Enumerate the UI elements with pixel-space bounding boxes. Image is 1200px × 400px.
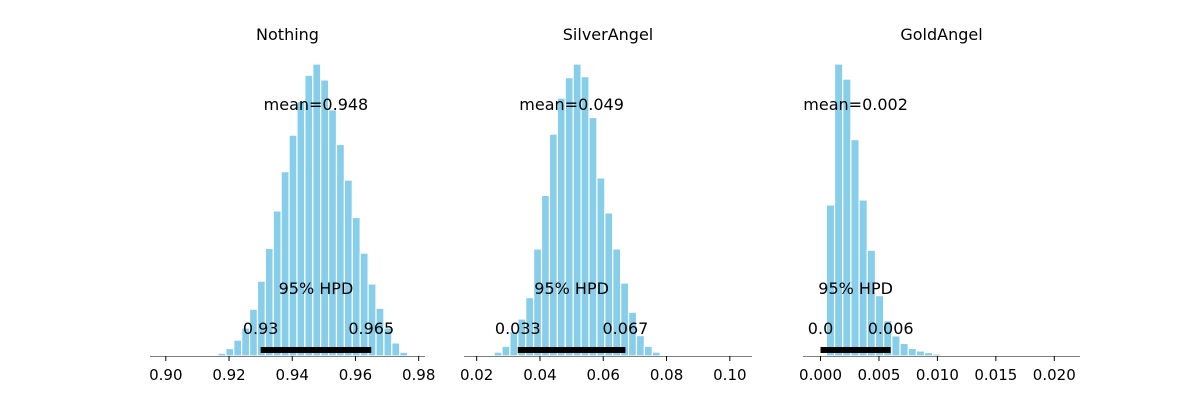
histogram-bar	[580, 76, 590, 357]
histogram-bar	[635, 334, 645, 357]
panel-silverangel: SilverAngel 0.02 0.04 0.06 0.08 0.10 mean=0.…	[460, 25, 752, 384]
x-tick-label: 0.020	[1033, 366, 1076, 384]
x-ticks: 0.90 0.92 0.94 0.96 0.98	[149, 356, 435, 384]
hpd-high-value: 0.006	[868, 319, 914, 338]
hpd-low-value: 0.0	[808, 319, 833, 338]
histogram-bar	[556, 97, 566, 357]
histogram-bar	[304, 74, 314, 357]
histogram-bar	[540, 194, 551, 357]
histogram-bar	[651, 351, 661, 357]
histogram-bar	[612, 248, 622, 357]
histogram-bar	[907, 347, 917, 357]
histogram-bar	[891, 335, 901, 357]
histogram-bar	[280, 171, 290, 357]
histogram-bar	[564, 77, 574, 357]
histogram-bar	[858, 199, 868, 357]
histogram-bar	[225, 347, 235, 357]
histogram-bar	[217, 352, 227, 357]
panel-nothing: Nothing 0.90 0.92 0.94 0.96 0.98 mean=0.948 …	[149, 25, 435, 384]
histogram-bar	[209, 354, 219, 357]
hpd-low-value: 0.033	[495, 319, 541, 338]
hpd-label: 95% HPD	[534, 279, 609, 298]
x-tick-label: 0.010	[916, 366, 959, 384]
x-tick-label: 0.90	[149, 366, 182, 384]
x-tick-label: 0.10	[713, 366, 746, 384]
histogram-bar	[932, 353, 942, 357]
histogram-bar	[850, 138, 860, 357]
x-tick-label: 0.04	[523, 366, 556, 384]
x-tick-label: 0.98	[402, 366, 435, 384]
histogram-bar	[359, 252, 369, 357]
x-tick-label: 0.000	[799, 366, 842, 384]
hpd-label: 95% HPD	[818, 279, 893, 298]
x-tick-label: 0.015	[974, 366, 1017, 384]
mean-label: mean=0.002	[803, 95, 908, 114]
mean-label: mean=0.948	[264, 95, 369, 114]
histogram-bar	[264, 247, 274, 357]
x-tick-label: 0.08	[650, 366, 683, 384]
x-ticks: 0.02 0.04 0.06 0.08 0.10	[460, 356, 747, 384]
hpd-low-value: 0.93	[243, 319, 279, 338]
x-tick-label: 0.06	[587, 366, 620, 384]
x-tick-label: 0.96	[339, 366, 372, 384]
histogram-bar	[327, 109, 338, 357]
histogram-bar	[866, 249, 877, 357]
histogram-bar	[320, 79, 330, 357]
histogram-bar	[296, 100, 306, 357]
panel-goldangel: GoldAngel 0.000 0.005 0.010 0.015 0.020 mean…	[799, 25, 1080, 384]
hpd-high-value: 0.965	[348, 319, 394, 338]
histogram-bar	[533, 248, 543, 357]
histogram-bar	[940, 354, 950, 357]
histogram-bar	[842, 78, 852, 357]
histogram-bar	[233, 339, 243, 357]
x-tick-label: 0.94	[276, 366, 309, 384]
histogram-bar	[659, 354, 669, 357]
x-tick-label: 0.92	[212, 366, 245, 384]
x-tick-label: 0.02	[460, 366, 493, 384]
x-ticks: 0.000 0.005 0.010 0.015 0.020	[799, 356, 1076, 384]
histogram-bar	[335, 143, 345, 357]
panel-title: SilverAngel	[563, 25, 653, 44]
panel-title: Nothing	[256, 25, 319, 44]
hpd-label: 95% HPD	[279, 279, 354, 298]
histogram-bar	[399, 351, 409, 357]
histogram-bar	[915, 350, 926, 357]
panel-title: GoldAngel	[900, 25, 982, 44]
mean-label: mean=0.049	[519, 95, 624, 114]
histogram-bars	[209, 63, 409, 357]
histogram-bar	[288, 134, 298, 357]
histogram-bar	[643, 345, 653, 357]
histogram-bar	[923, 351, 934, 357]
histogram-bar	[501, 345, 511, 357]
histogram-bar	[548, 133, 558, 357]
hpd-high-value: 0.067	[603, 319, 649, 338]
x-tick-label: 0.005	[857, 366, 900, 384]
histogram-bar	[391, 342, 401, 357]
histogram-bar	[493, 351, 503, 357]
histogram-bar	[588, 116, 598, 357]
histogram-bar	[899, 342, 909, 357]
